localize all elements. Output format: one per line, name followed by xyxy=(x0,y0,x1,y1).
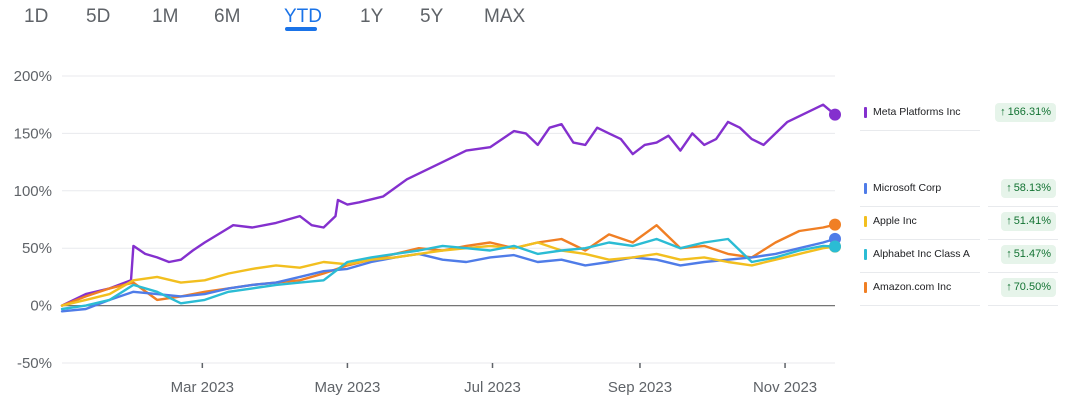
tab-6m[interactable]: 6M xyxy=(214,6,241,27)
x-axis-tick-labels: Mar 2023 May 2023 Jul 2023 Sep 2023 Nov 2023 xyxy=(171,363,817,396)
x-tick-label: Mar 2023 xyxy=(171,379,234,396)
legend-swatch-apple xyxy=(864,216,867,227)
legend-name-meta: Meta Platforms Inc xyxy=(873,106,961,118)
change-value: 58.13% xyxy=(1013,182,1051,194)
legend-name-amazon: Amazon.com Inc xyxy=(873,281,952,293)
change-value: 51.41% xyxy=(1013,215,1051,227)
x-tick-label: Nov 2023 xyxy=(753,379,817,396)
series-line-apple-inc xyxy=(60,241,837,307)
end-marker-amazon-com-inc xyxy=(829,218,841,231)
tab-5y[interactable]: 5Y xyxy=(420,6,444,27)
tab-ytd-underline xyxy=(285,27,317,31)
legend-name-apple: Apple Inc xyxy=(873,215,917,227)
legend-divider xyxy=(988,272,1058,273)
change-chip-amazon: ↑ 70.50% xyxy=(1001,278,1056,297)
x-tick-label: May 2023 xyxy=(314,379,380,396)
change-chip-microsoft: ↑ 58.13% xyxy=(1001,179,1056,198)
series-line-meta-platforms-inc xyxy=(60,103,837,307)
series-end-markers xyxy=(829,108,841,253)
legend-divider xyxy=(860,305,980,306)
series-line-alphabet-inc-class-a xyxy=(60,237,837,311)
legend-swatch-microsoft xyxy=(864,183,867,194)
tab-ytd[interactable]: YTD xyxy=(284,6,322,27)
x-tick-label: Sep 2023 xyxy=(608,379,672,396)
y-tick-label: 50% xyxy=(22,240,52,257)
y-tick-label: 150% xyxy=(14,125,52,142)
up-arrow-icon: ↑ xyxy=(1006,215,1012,227)
y-tick-label: 0% xyxy=(30,298,52,315)
legend-row-apple[interactable]: Apple Inc ↑ 51.41% xyxy=(858,207,1068,237)
tab-max[interactable]: MAX xyxy=(484,6,526,27)
legend-name-microsoft: Microsoft Corp xyxy=(873,182,942,194)
legend-swatch-amazon xyxy=(864,282,867,293)
legend-divider xyxy=(860,272,980,273)
range-tabs: 1D 5D 1M 6M YTD 1Y 5Y MAX xyxy=(0,0,600,36)
up-arrow-icon: ↑ xyxy=(1006,248,1012,260)
tab-1m[interactable]: 1M xyxy=(152,6,179,27)
legend-divider xyxy=(860,206,980,207)
up-arrow-icon: ↑ xyxy=(1000,106,1006,118)
x-tick-label: Jul 2023 xyxy=(464,379,521,396)
legend-row-meta[interactable]: Meta Platforms Inc ↑ 166.31% xyxy=(858,98,1068,128)
series-line-amazon-com-inc xyxy=(60,223,837,307)
y-tick-label: -50% xyxy=(17,355,52,372)
legend-divider xyxy=(860,130,980,131)
legend-divider xyxy=(860,239,980,240)
up-arrow-icon: ↑ xyxy=(1006,281,1012,293)
tab-1d[interactable]: 1D xyxy=(24,6,49,27)
change-chip-apple: ↑ 51.41% xyxy=(1001,212,1056,231)
legend-row-alphabet[interactable]: Alphabet Inc Class A ↑ 51.47% xyxy=(858,240,1068,270)
tab-5d[interactable]: 5D xyxy=(86,6,111,27)
y-tick-label: 100% xyxy=(14,183,52,200)
legend-divider xyxy=(988,239,1058,240)
legend-swatch-meta xyxy=(864,107,867,118)
legend-divider xyxy=(988,206,1058,207)
legend-row-amazon[interactable]: Amazon.com Inc ↑ 70.50% xyxy=(858,273,1068,303)
comparison-legend: Meta Platforms Inc ↑ 166.31% Microsoft Co… xyxy=(858,96,1068,311)
grid-lines xyxy=(62,75,835,364)
change-value: 51.47% xyxy=(1013,248,1051,260)
change-chip-meta: ↑ 166.31% xyxy=(995,103,1056,122)
change-value: 166.31% xyxy=(1007,106,1051,118)
up-arrow-icon: ↑ xyxy=(1006,182,1012,194)
legend-row-microsoft[interactable]: Microsoft Corp ↑ 58.13% xyxy=(858,174,1068,204)
series-lines xyxy=(60,103,837,313)
end-marker-alphabet-inc-class-a xyxy=(829,240,841,253)
change-chip-alphabet: ↑ 51.47% xyxy=(1001,245,1056,264)
legend-divider xyxy=(988,305,1058,306)
legend-name-alphabet: Alphabet Inc Class A xyxy=(873,248,970,260)
y-axis-tick-labels: 200% 150% 100% 50% 0% -50% xyxy=(14,68,52,372)
y-tick-label: 200% xyxy=(14,68,52,85)
legend-swatch-alphabet xyxy=(864,249,867,260)
end-marker-meta-platforms-inc xyxy=(829,108,841,121)
change-value: 70.50% xyxy=(1013,281,1051,293)
tab-1y[interactable]: 1Y xyxy=(360,6,384,27)
